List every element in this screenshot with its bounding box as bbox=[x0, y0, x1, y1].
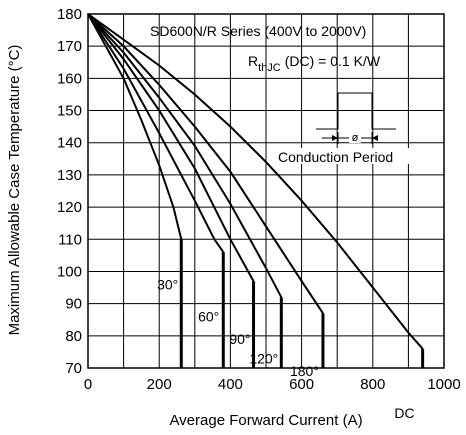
curve-120 bbox=[87, 13, 283, 298]
curve-dc bbox=[87, 13, 424, 350]
phi-backdrop bbox=[349, 131, 361, 143]
curve-label: DC bbox=[394, 405, 414, 421]
y-tick-label: 100 bbox=[57, 263, 82, 280]
curve-180 bbox=[87, 13, 324, 314]
curve-label: 120° bbox=[249, 350, 278, 366]
curve-label: 180° bbox=[290, 363, 319, 379]
y-tick-label: 70 bbox=[65, 360, 82, 377]
rth-suffix: (DC) = 0.1 K/W bbox=[285, 53, 381, 69]
x-tick-label: 400 bbox=[218, 376, 243, 393]
rth-text: RthJC (DC) = 0.1 K/W bbox=[248, 53, 381, 74]
arrow-head-left bbox=[332, 135, 338, 141]
x-tick-label: 800 bbox=[360, 376, 385, 393]
arrow-head-right bbox=[372, 135, 378, 141]
y-axis-label: Maximum Allowable Case Temperature (°C) bbox=[6, 45, 23, 336]
phi-symbol: ø bbox=[352, 132, 359, 144]
curve-label: 60° bbox=[198, 309, 219, 325]
x-tick-label: 200 bbox=[147, 376, 172, 393]
x-tick-label: 600 bbox=[289, 376, 314, 393]
x-axis-label: Average Forward Current (A) bbox=[169, 412, 362, 429]
curve-label: 30° bbox=[157, 276, 178, 292]
plot-grid bbox=[88, 14, 444, 368]
x-tick-label: 0 bbox=[84, 376, 92, 393]
curve-60 bbox=[87, 13, 225, 253]
curve-30 bbox=[87, 13, 183, 240]
annotation-series: SD600N/R Series (400V to 2000V) bbox=[150, 23, 366, 39]
series-name-text: SD600N/R Series (400V to 2000V) bbox=[150, 23, 366, 39]
curve-90 bbox=[87, 13, 255, 282]
axis-ticks: 0 200 400 600 800 1000 70 80 90 100 110 120 130 140 15… bbox=[57, 6, 461, 393]
plot-frame bbox=[87, 13, 445, 369]
conduction-period-caption: Conduction Period bbox=[278, 149, 393, 165]
conduction-inset: ø Conduction Period bbox=[276, 92, 426, 165]
y-tick-label: 150 bbox=[57, 103, 82, 120]
pulse-waveform bbox=[316, 92, 396, 130]
y-tick-label: 140 bbox=[57, 135, 82, 152]
y-tick-label: 170 bbox=[57, 38, 82, 55]
y-tick-label: 130 bbox=[57, 167, 82, 184]
curve-label: 90° bbox=[229, 331, 250, 347]
caption-backdrop bbox=[276, 148, 426, 164]
y-tick-label: 160 bbox=[57, 70, 82, 87]
y-tick-label: 180 bbox=[57, 6, 82, 23]
rth-prefix: R bbox=[248, 53, 258, 69]
y-tick-label: 110 bbox=[58, 231, 82, 248]
x-tick-label: 1000 bbox=[427, 376, 460, 393]
rth-subscript: thJC bbox=[258, 62, 281, 74]
annotation-rth: RthJC (DC) = 0.1 K/W bbox=[248, 53, 381, 74]
y-tick-label: 90 bbox=[65, 296, 82, 313]
plot-curves bbox=[87, 13, 425, 368]
y-tick-label: 80 bbox=[65, 328, 82, 345]
curve-labels: 30° 60° 90° 120° 180° DC bbox=[157, 276, 415, 421]
y-tick-label: 120 bbox=[57, 199, 82, 216]
